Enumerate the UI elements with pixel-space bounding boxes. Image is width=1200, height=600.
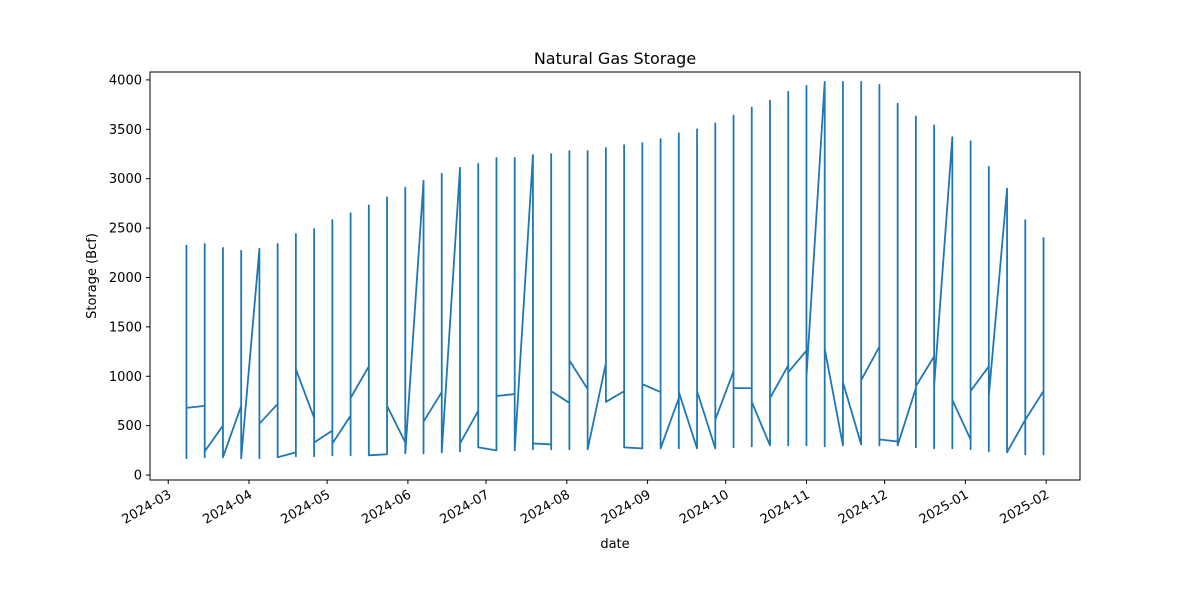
plot-background: [150, 72, 1080, 480]
y-tick-label: 1500: [109, 320, 142, 335]
plot-frame: [149, 71, 1081, 481]
y-tick-label: 3500: [109, 123, 142, 138]
y-tick-label: 500: [117, 419, 142, 434]
y-tick-label: 1000: [109, 370, 142, 385]
y-axis: 0 500 1000 1500 2000 2500 3000 3500 4000: [109, 73, 150, 484]
y-axis-title: Storage (Bcf): [85, 233, 100, 319]
x-axis-title: date: [600, 537, 629, 552]
y-tick-label: 0: [134, 469, 142, 484]
y-tick-label: 4000: [109, 73, 142, 88]
y-tick-label: 3000: [109, 172, 142, 187]
series-layer: [185, 80, 1045, 460]
chart-title: Natural Gas Storage: [534, 49, 696, 68]
y-tick-label: 2500: [109, 222, 142, 237]
series-line-0: [185, 80, 1045, 460]
plot-area: [149, 71, 1081, 481]
y-tick-label: 2000: [109, 271, 142, 286]
